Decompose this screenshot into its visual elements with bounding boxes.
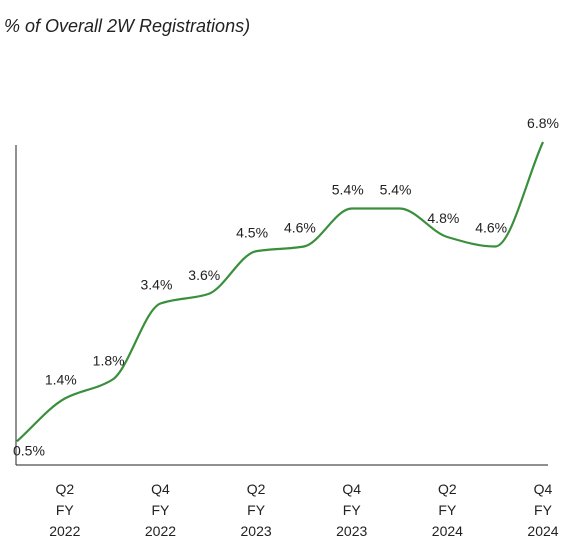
x-tick-label: FY <box>343 502 362 518</box>
chart-title: % of Overall 2W Registrations) <box>4 16 250 36</box>
x-tick-label: Q2 <box>247 481 266 497</box>
x-tick-label: FY <box>247 502 266 518</box>
x-tick-label: 2024 <box>527 523 558 539</box>
x-tick-label: 2024 <box>432 523 463 539</box>
data-label: 1.8% <box>93 353 125 369</box>
x-tick-label: FY <box>534 502 553 518</box>
x-tick-label: Q2 <box>55 481 74 497</box>
x-tick-label: 2022 <box>145 523 176 539</box>
x-tick-label: 2022 <box>49 523 80 539</box>
data-label: 0.5% <box>13 442 45 458</box>
x-tick-label: Q4 <box>534 481 553 497</box>
data-label: 4.6% <box>475 220 507 236</box>
x-tick-label: 2023 <box>241 523 272 539</box>
x-tick-label: FY <box>56 502 75 518</box>
x-tick-label: FY <box>152 502 171 518</box>
data-label: 3.6% <box>188 267 220 283</box>
line <box>16 141 545 443</box>
x-tick-label: Q4 <box>342 481 361 497</box>
x-tick-label: Q4 <box>151 481 170 497</box>
x-tick-label: Q2 <box>438 481 457 497</box>
data-label: 5.4% <box>332 182 364 198</box>
data-label: 3.4% <box>140 277 172 293</box>
data-label: 6.8% <box>527 115 559 131</box>
data-label: 4.8% <box>427 210 459 226</box>
x-tick-label: 2023 <box>336 523 367 539</box>
data-label: 5.4% <box>380 182 412 198</box>
data-label: 4.6% <box>284 220 316 236</box>
data-label: 1.4% <box>45 372 77 388</box>
x-tick-label: FY <box>438 502 457 518</box>
data-label: 4.5% <box>236 224 268 240</box>
